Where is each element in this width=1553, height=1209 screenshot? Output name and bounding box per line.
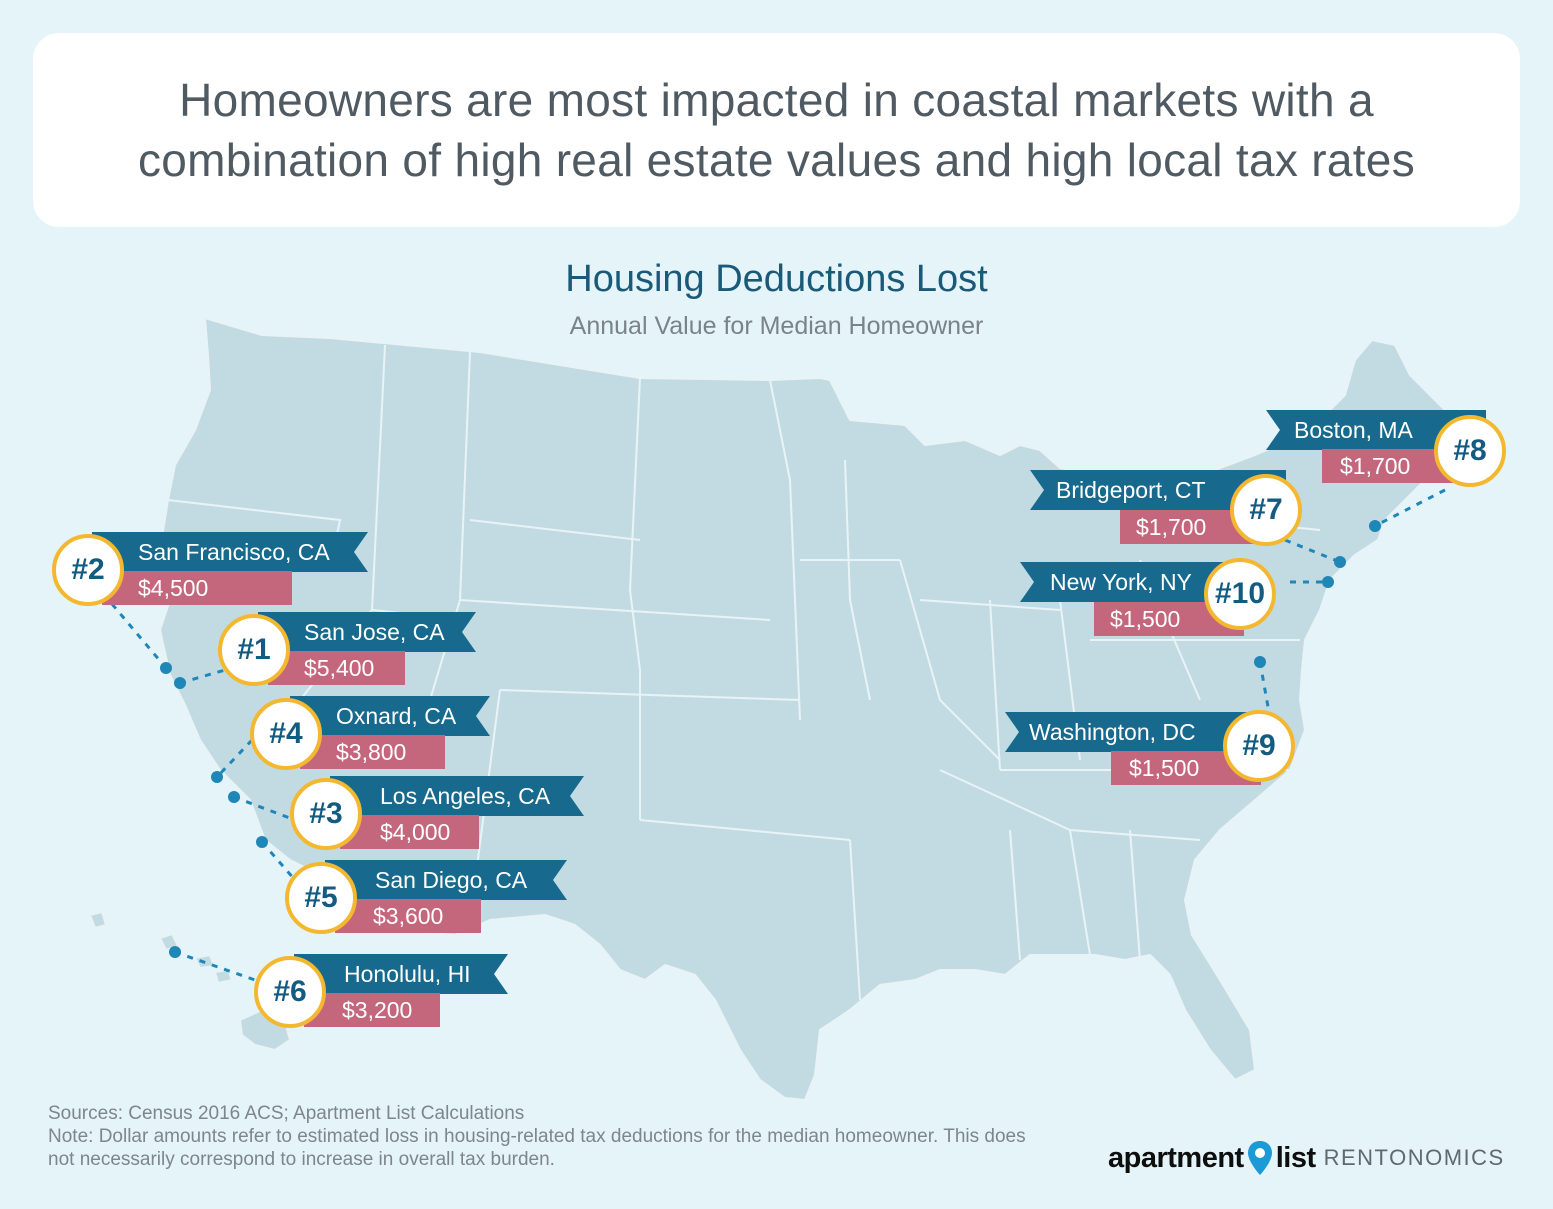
headline-line-2: combination of high real estate values a… (137, 134, 1415, 186)
city-label: San Francisco, CA (92, 532, 368, 572)
rank-badge: #6 (254, 956, 326, 1028)
value-label: $5,400 (268, 651, 405, 685)
dot-new-york (1322, 576, 1334, 588)
city-label: Oxnard, CA (290, 696, 490, 736)
marker-san-jose[interactable]: San Jose, CA $5,400 #1 (218, 612, 478, 692)
marker-washington[interactable]: Washington, DC $1,500 #9 (1005, 710, 1305, 792)
alaska-fragment (89, 911, 107, 929)
value-label: $1,500 (1111, 751, 1261, 785)
marker-san-francisco[interactable]: San Francisco, CA $4,500 #2 (52, 532, 372, 612)
hawaii-islands (159, 933, 233, 984)
rank-badge: #2 (52, 534, 124, 606)
marker-new-york[interactable]: New York, NY $1,500 #10 (1020, 558, 1280, 642)
city-label: Honolulu, HI (294, 954, 508, 994)
city-label: Los Angeles, CA (330, 776, 584, 816)
value-label: $4,500 (102, 571, 292, 605)
location-dots (160, 520, 1381, 958)
logo-tagline: RENTONOMICS (1323, 1145, 1505, 1170)
rank-badge: #1 (218, 614, 290, 686)
dot-los-angeles (228, 791, 240, 803)
marker-san-diego[interactable]: San Diego, CA $3,600 #5 (285, 860, 575, 940)
dot-boston (1369, 520, 1381, 532)
marker-oxnard[interactable]: Oxnard, CA $3,800 #4 (250, 696, 500, 776)
sources-text: Sources: Census 2016 ACS; Apartment List… (48, 1103, 525, 1124)
apartment-list-logo[interactable]: apartment list RENTONOMICS (1108, 1138, 1505, 1178)
dot-san-diego (256, 836, 268, 848)
map-title: Housing Deductions Lost (565, 258, 988, 300)
rank-badge: #4 (250, 698, 322, 770)
footnote: Sources: Census 2016 ACS; Apartment List… (48, 1102, 1028, 1171)
location-pin-icon (1247, 1141, 1272, 1175)
note-text: Note: Dollar amounts refer to estimated … (48, 1126, 1026, 1170)
dot-washington (1254, 656, 1266, 668)
value-label: $3,600 (335, 899, 481, 933)
logo-word-list: list (1275, 1141, 1316, 1174)
headline-line-1: Homeowners are most impacted in coastal … (179, 74, 1374, 126)
dot-bridgeport (1334, 556, 1346, 568)
city-label: Washington, DC (1005, 712, 1251, 752)
rank-badge: #8 (1434, 415, 1506, 487)
city-label: Bridgeport, CT (1030, 470, 1286, 510)
value-label: $4,000 (340, 815, 479, 849)
rank-badge: #9 (1223, 710, 1295, 782)
rank-badge: #7 (1230, 474, 1302, 546)
marker-bridgeport[interactable]: Bridgeport, CT $1,700 #7 (1030, 470, 1310, 550)
marker-los-angeles[interactable]: Los Angeles, CA $4,000 #3 (290, 776, 590, 856)
logo-word-apartment: apartment (1108, 1141, 1244, 1174)
value-label: $3,200 (304, 993, 440, 1027)
city-label: San Jose, CA (258, 612, 476, 652)
dot-oxnard (211, 771, 223, 783)
rank-badge: #10 (1204, 558, 1276, 630)
connector-lines (110, 488, 1446, 982)
marker-boston[interactable]: Boston, MA $1,700 #8 (1266, 410, 1510, 490)
dot-honolulu (169, 946, 181, 958)
map-subtitle: Annual Value for Median Homeowner (569, 312, 984, 340)
dot-san-francisco (160, 662, 172, 674)
city-label: San Diego, CA (325, 860, 567, 900)
headline-card: Homeowners are most impacted in coastal … (33, 33, 1520, 227)
marker-honolulu[interactable]: Honolulu, HI $3,200 #6 (254, 954, 514, 1034)
value-label: $3,800 (300, 735, 445, 769)
headline: Homeowners are most impacted in coastal … (138, 70, 1415, 190)
dot-san-jose (174, 677, 186, 689)
rank-badge: #3 (290, 778, 362, 850)
rank-badge: #5 (285, 862, 357, 934)
